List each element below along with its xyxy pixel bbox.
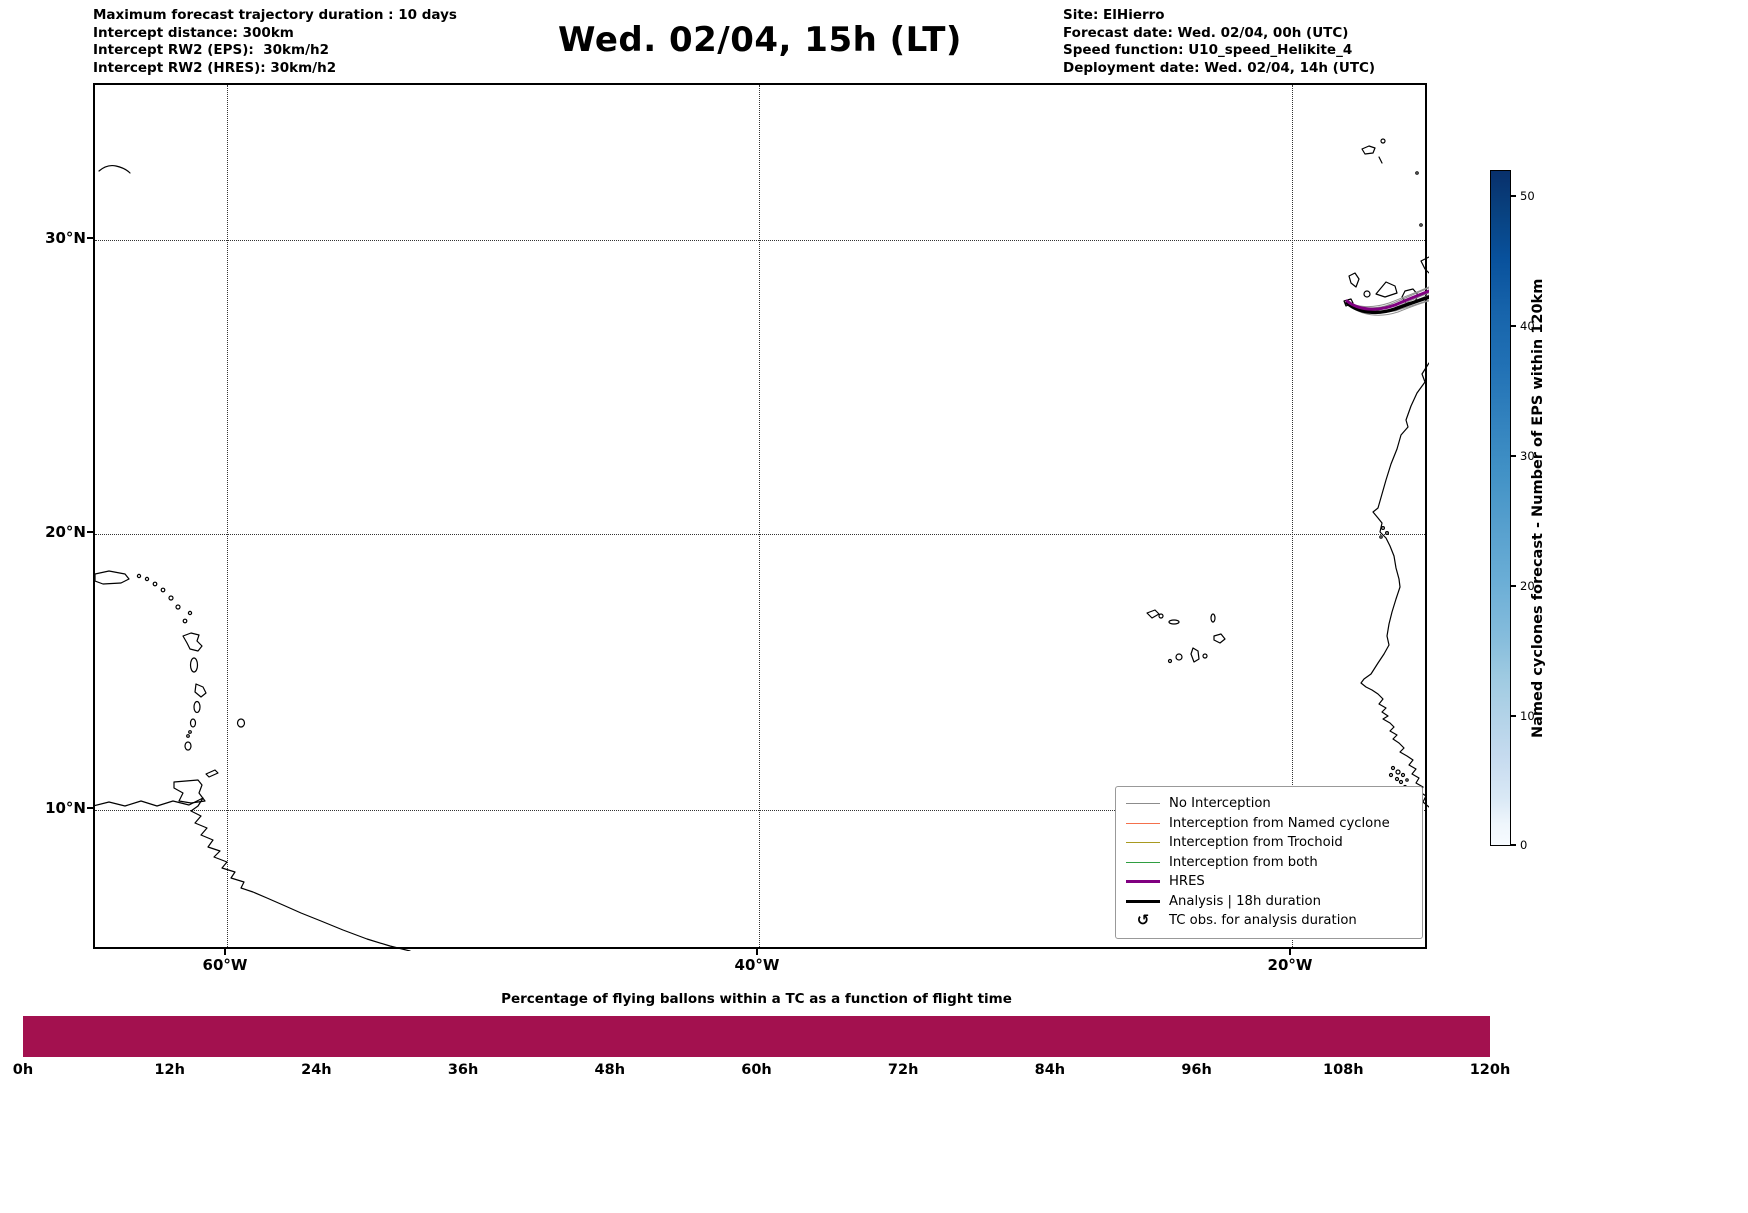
coastline-layer — [95, 138, 1429, 951]
page-title: Wed. 02/04, 15h (LT) — [558, 20, 962, 60]
bottom-chart-bar — [23, 1016, 1490, 1057]
intercept-distance-text: Intercept distance: 300km — [93, 24, 294, 41]
colorbar-tick — [1511, 195, 1516, 197]
forecast-date-text: Forecast date: Wed. 02/04, 00h (UTC) — [1063, 24, 1349, 41]
legend-line — [1126, 861, 1160, 863]
x-axis-tick — [1289, 949, 1291, 955]
islands-cape-verde — [1146, 609, 1226, 664]
legend-item: Interception from Trochoid — [1125, 833, 1413, 853]
legend-item: ↺ TC obs. for analysis duration — [1125, 911, 1413, 931]
trajectory-bundle — [1345, 286, 1429, 316]
gridline-20n — [95, 534, 1425, 535]
site-text: Site: ElHierro — [1063, 7, 1165, 23]
speed-function-text: Speed function: U10_speed_Helikite_4 — [1063, 42, 1353, 58]
x-tick-label-20w: 20°W — [1267, 956, 1313, 974]
legend-item: HRES — [1125, 872, 1413, 892]
colorbar-title: Named cyclones forecast - Number of EPS … — [1530, 278, 1546, 738]
colorbar-tick — [1511, 325, 1516, 327]
legend-item-label: Interception from Named cyclone — [1169, 815, 1390, 831]
colorbar-tick-label: 50 — [1520, 189, 1535, 203]
y-axis-tick — [87, 807, 93, 809]
legend-rows: No Interception Interception from Named c… — [1125, 794, 1413, 931]
bottom-axis-tick-label: 108h — [1323, 1062, 1364, 1078]
x-axis-tick — [756, 949, 758, 955]
coastline-caribbean — [95, 570, 246, 804]
intercept-rw2-hres-text: Intercept RW2 (HRES): 30km/h2 — [93, 59, 337, 76]
coastline-south-america — [95, 797, 411, 951]
rotation-arrow-icon: ↺ — [1136, 911, 1150, 930]
trajectory-analysis — [1345, 295, 1429, 315]
colorbar-tick-label: 40 — [1520, 319, 1535, 333]
legend-item: Interception from Named cyclone — [1125, 814, 1413, 834]
gridline-10n — [95, 810, 1425, 811]
bottom-axis-tick-label: 0h — [12, 1062, 34, 1078]
legend-line-sample — [1125, 822, 1161, 824]
deployment-date-text: Deployment date: Wed. 02/04, 14h (UTC) — [1063, 59, 1376, 76]
eps-colorbar — [1490, 170, 1511, 846]
coastline-africa — [1360, 362, 1429, 808]
legend-item-label: No Interception — [1169, 796, 1271, 812]
y-tick-label-30n: 30°N — [45, 229, 86, 247]
colorbar-tick — [1511, 844, 1516, 846]
header-right-annotations: Site: ElHierro Forecast date: Wed. 02/04… — [1063, 7, 1375, 77]
legend-line — [1126, 842, 1160, 844]
colorbar-tick-label: 0 — [1520, 838, 1528, 852]
max-duration-text: Maximum forecast trajectory duration : 1… — [93, 7, 457, 23]
bottom-axis-tick-label: 120h — [1469, 1062, 1511, 1078]
legend-item-label: Analysis | 18h duration — [1169, 893, 1321, 909]
gridline-40w — [759, 85, 760, 947]
colorbar-tick — [1511, 585, 1516, 587]
y-tick-label-20n: 20°N — [45, 523, 86, 541]
bottom-axis-tick-label: 24h — [301, 1062, 332, 1078]
island-bermuda — [98, 164, 131, 174]
legend-item: Interception from both — [1125, 853, 1413, 873]
legend-item: Analysis | 18h duration — [1125, 892, 1413, 912]
bottom-axis-tick-label: 72h — [887, 1062, 919, 1078]
legend-line — [1126, 822, 1160, 824]
bottom-axis-tick-label: 12h — [154, 1062, 185, 1078]
intercept-rw2-eps-text: Intercept RW2 (EPS): 30km/h2 — [93, 42, 329, 58]
legend-item-label: Interception from Trochoid — [1169, 835, 1343, 851]
legend-item: No Interception — [1125, 794, 1413, 814]
colorbar-tick-label: 20 — [1520, 579, 1535, 593]
gridline-30n — [95, 240, 1425, 241]
bottom-axis-tick-label: 60h — [741, 1062, 772, 1078]
bottom-axis-tick-label: 84h — [1034, 1062, 1066, 1078]
colorbar-tick — [1511, 455, 1516, 457]
legend-line-sample — [1125, 803, 1161, 805]
legend-line — [1126, 880, 1160, 884]
legend-line-sample — [1125, 861, 1161, 863]
tc-obs-symbol-icon: ↺ — [1125, 913, 1161, 928]
header-left-annotations: Maximum forecast trajectory duration : 1… — [93, 7, 457, 77]
x-tick-label-60w: 60°W — [202, 956, 248, 974]
y-tick-label-10n: 10°N — [45, 799, 86, 817]
islands-madeira — [1361, 138, 1423, 227]
bottom-axis-tick-label: 48h — [594, 1062, 626, 1078]
map-panel: No Interception Interception from Named c… — [93, 83, 1429, 951]
colorbar-tick-label: 30 — [1520, 449, 1535, 463]
gridline-60w — [227, 85, 228, 947]
legend-line-sample — [1125, 880, 1161, 884]
y-axis-tick — [87, 237, 93, 239]
y-axis-tick — [87, 531, 93, 533]
legend-item-label: HRES — [1169, 874, 1205, 890]
legend-line — [1126, 803, 1160, 805]
colorbar-tick — [1511, 715, 1516, 717]
gridline-20w — [1292, 85, 1293, 947]
bottom-chart-title: Percentage of flying ballons within a TC… — [501, 991, 1012, 1007]
x-tick-label-40w: 40°W — [734, 956, 780, 974]
bottom-axis-tick-label: 96h — [1181, 1062, 1212, 1078]
bottom-axis-tick-label: 36h — [447, 1062, 479, 1078]
legend-line — [1126, 899, 1160, 903]
trajectory-hres — [1345, 289, 1429, 311]
legend-line-sample — [1125, 899, 1161, 903]
x-axis-tick — [224, 949, 226, 955]
legend-item-label: Interception from both — [1169, 854, 1318, 870]
legend-line-sample — [1125, 842, 1161, 844]
colorbar-tick-label: 10 — [1520, 709, 1535, 723]
legend-item-label: TC obs. for analysis duration — [1169, 913, 1357, 929]
map-legend: No Interception Interception from Named c… — [1115, 786, 1423, 939]
